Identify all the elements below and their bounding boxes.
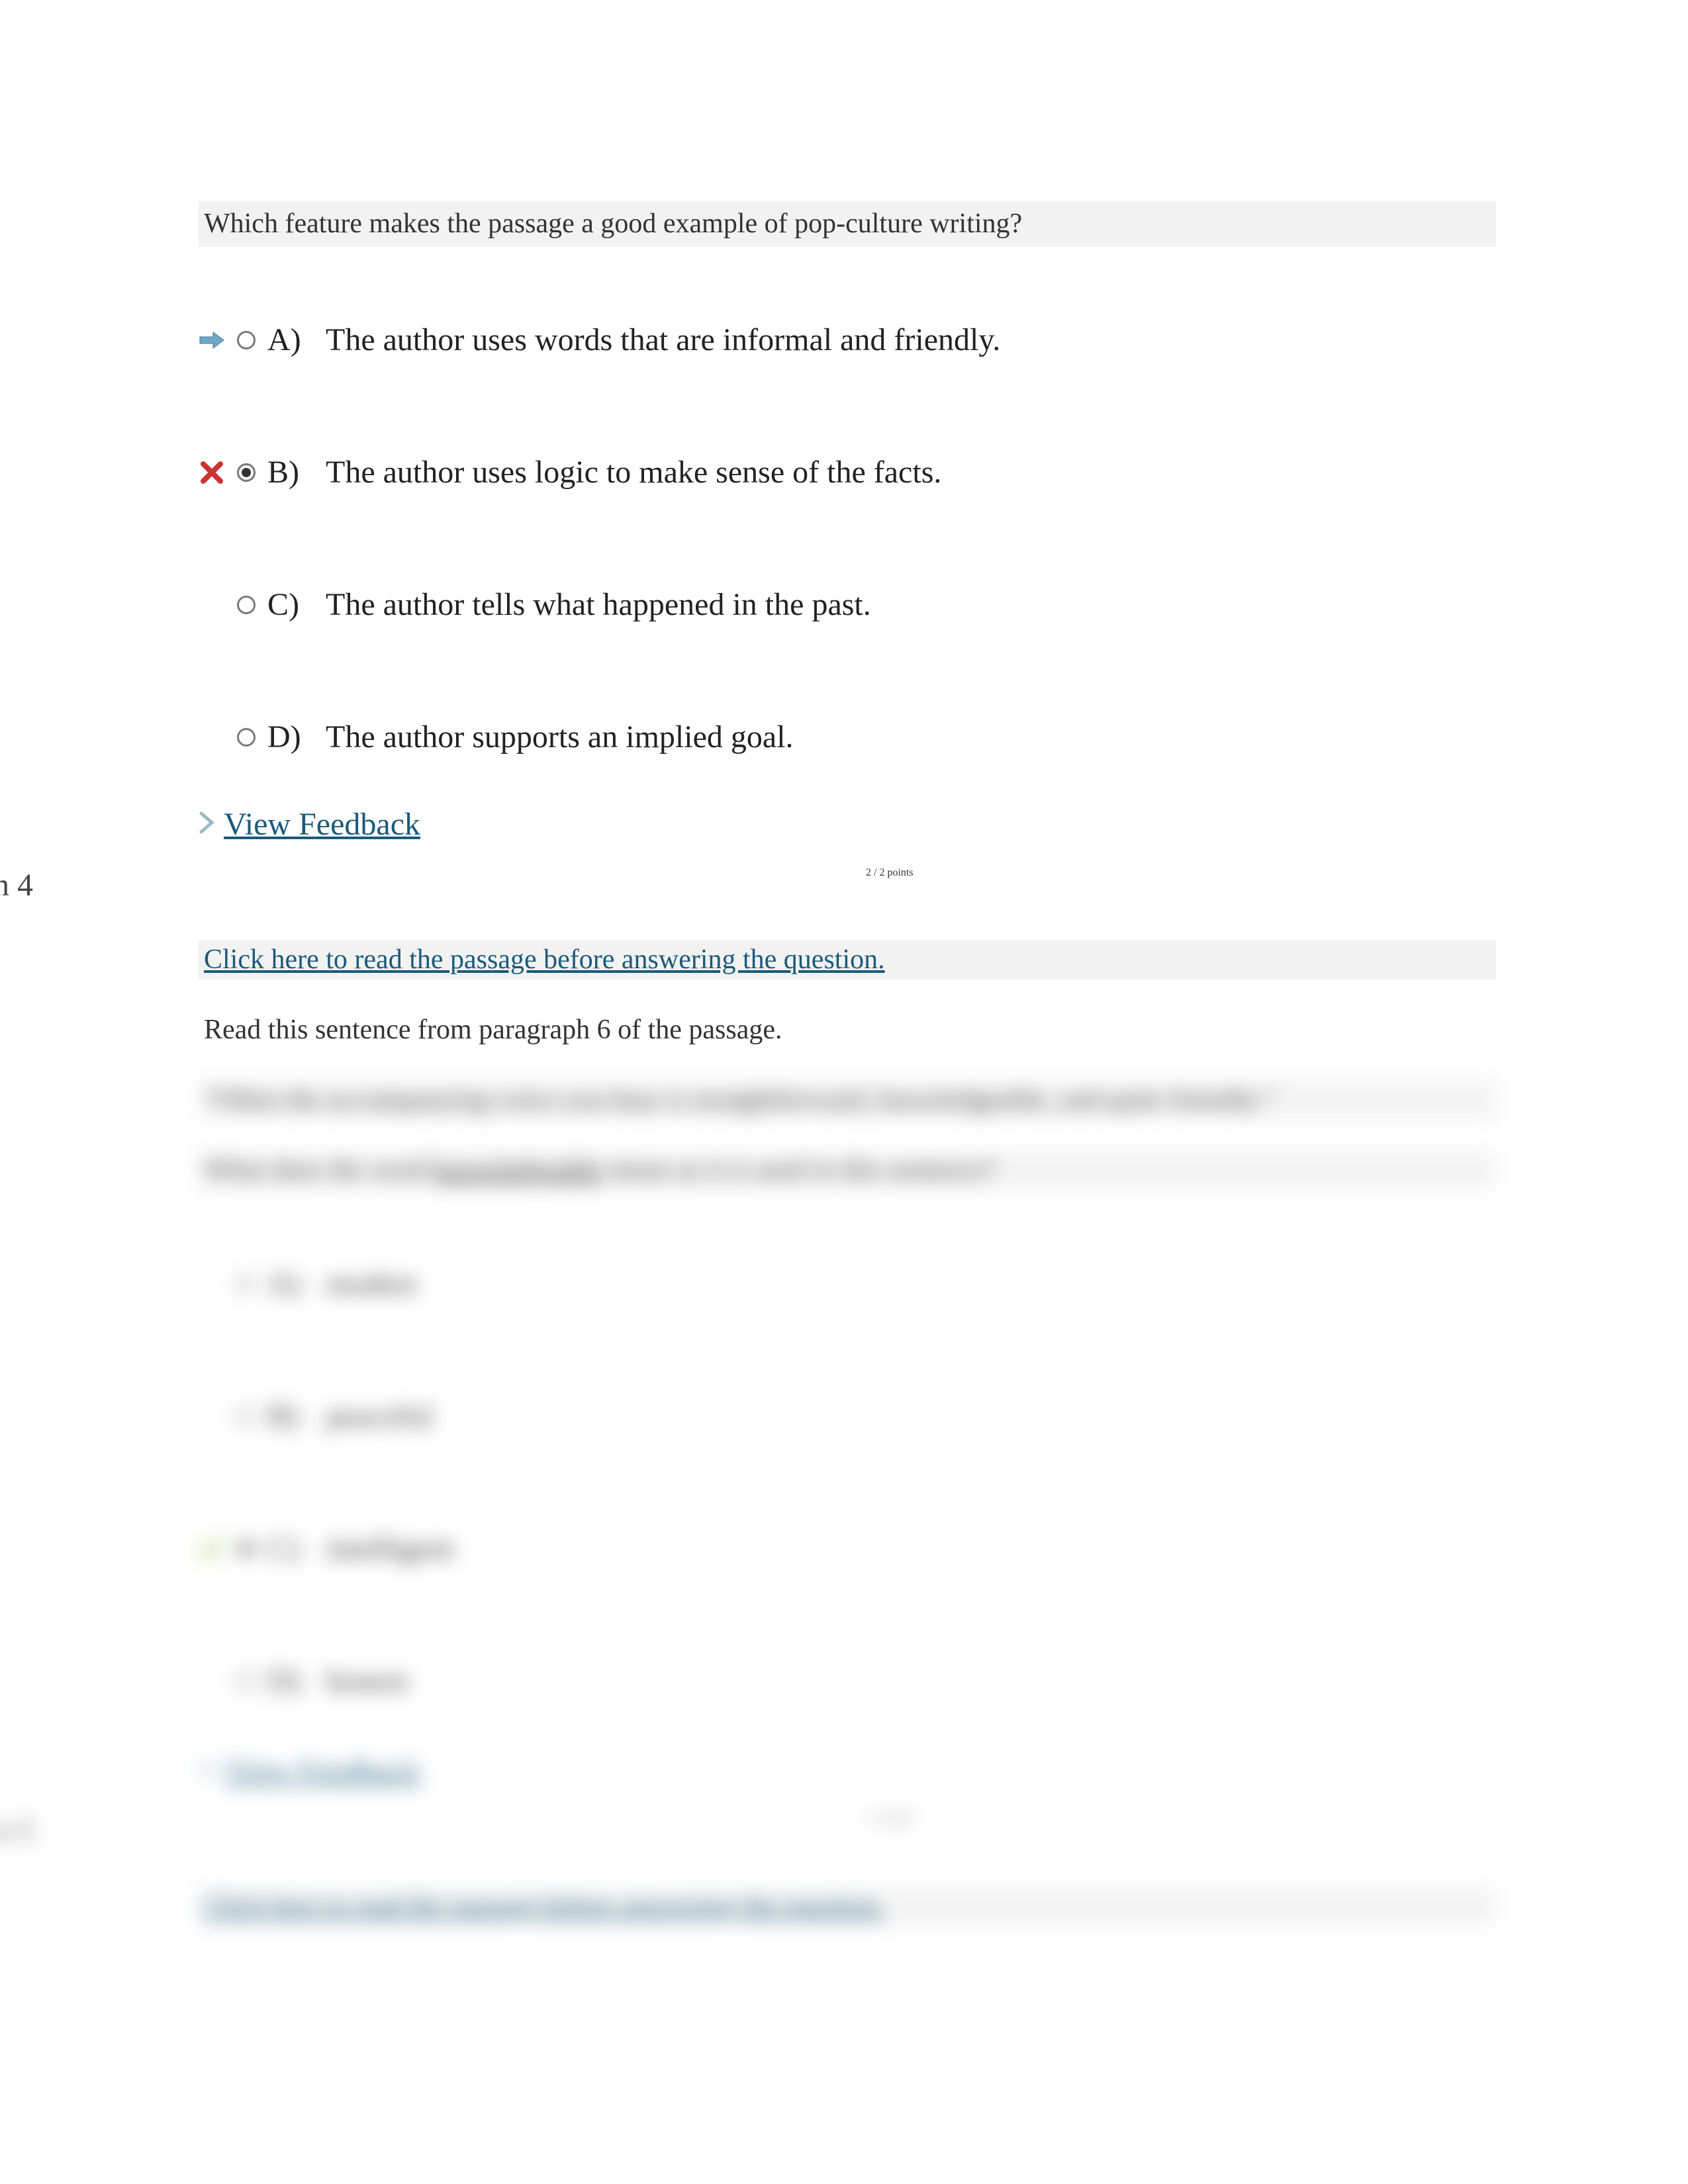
- marker-empty: [199, 1271, 225, 1297]
- question-points: 2 / 2 points: [866, 1812, 914, 1824]
- q4-choice-a[interactable]: A) modest: [199, 1265, 1496, 1302]
- choice-text: modest: [326, 1265, 418, 1302]
- radio-icon[interactable]: [237, 728, 256, 747]
- q4-choice-c[interactable]: C) intelligent: [199, 1530, 1496, 1567]
- radio-icon[interactable]: [237, 331, 256, 349]
- arrow-right-icon: [199, 327, 225, 353]
- check-icon: [199, 1535, 225, 1562]
- marker-empty: [199, 592, 225, 618]
- choice-text: The author supports an implied goal.: [326, 719, 794, 755]
- q4-choice-d[interactable]: D) honest: [199, 1662, 1496, 1699]
- radio-icon[interactable]: [237, 596, 256, 614]
- q3-feedback[interactable]: View Feedback: [199, 806, 1496, 842]
- q4-instruction: Read this sentence from paragraph 6 of t…: [199, 1010, 1496, 1050]
- q4-quote: “Often the accompanying voice you hear i…: [199, 1080, 1496, 1120]
- q4-feedback[interactable]: View Feedback: [199, 1752, 1496, 1789]
- q4-choice-b[interactable]: B) peaceful: [199, 1398, 1496, 1434]
- chevron-right-icon: [199, 811, 216, 838]
- question-points: 2 / 2 points: [866, 867, 914, 879]
- text-part: mean as it is used in this sentence?: [602, 1155, 996, 1185]
- q3-choice-b[interactable]: B) The author uses logic to make sense o…: [199, 454, 1496, 490]
- q3-choice-c[interactable]: C) The author tells what happened in the…: [199, 586, 1496, 623]
- choice-letter: D): [267, 719, 314, 755]
- q3-choice-a[interactable]: A) The author uses words that are inform…: [199, 322, 1496, 358]
- view-feedback-link[interactable]: View Feedback: [224, 1752, 420, 1789]
- choice-text: honest: [326, 1662, 408, 1699]
- radio-icon[interactable]: [237, 1672, 256, 1690]
- choice-text: peaceful: [326, 1398, 434, 1434]
- passage-link[interactable]: Click here to read the passage before an…: [199, 1886, 1496, 1926]
- choice-letter: B): [267, 454, 314, 490]
- radio-icon[interactable]: [237, 1407, 256, 1426]
- question-number: n 5: [0, 1812, 33, 1848]
- marker-empty: [199, 1403, 225, 1430]
- passage-link[interactable]: Click here to read the passage before an…: [199, 940, 1496, 979]
- marker-empty: [199, 724, 225, 751]
- chevron-right-icon: [199, 1757, 216, 1784]
- radio-icon[interactable]: [237, 1539, 256, 1558]
- text-part: What does the word: [204, 1155, 434, 1185]
- q3-choice-d[interactable]: D) The author supports an implied goal.: [199, 719, 1496, 755]
- underlined-word: knowledgeable: [434, 1155, 602, 1185]
- choice-text: The author uses words that are informal …: [326, 322, 1000, 358]
- choice-letter: C): [267, 586, 314, 623]
- choice-letter: D): [267, 1662, 314, 1699]
- question-number: n 4: [0, 867, 33, 903]
- choice-letter: A): [267, 322, 314, 358]
- marker-empty: [199, 1668, 225, 1694]
- radio-icon[interactable]: [237, 1275, 256, 1293]
- page: Which feature makes the passage a good e…: [0, 0, 1688, 2184]
- radio-icon[interactable]: [237, 463, 256, 482]
- choice-text: The author uses logic to make sense of t…: [326, 454, 941, 490]
- q3-stem: Which feature makes the passage a good e…: [199, 201, 1496, 247]
- choice-letter: B): [267, 1398, 314, 1434]
- view-feedback-link[interactable]: View Feedback: [224, 806, 420, 842]
- choice-text: The author tells what happened in the pa…: [326, 586, 871, 623]
- choice-text: intelligent: [326, 1530, 455, 1567]
- q4-subquestion: What does the word knowledgeable mean as…: [199, 1150, 1496, 1190]
- choice-letter: A): [267, 1265, 314, 1302]
- choice-letter: C): [267, 1530, 314, 1567]
- x-icon: [199, 459, 225, 486]
